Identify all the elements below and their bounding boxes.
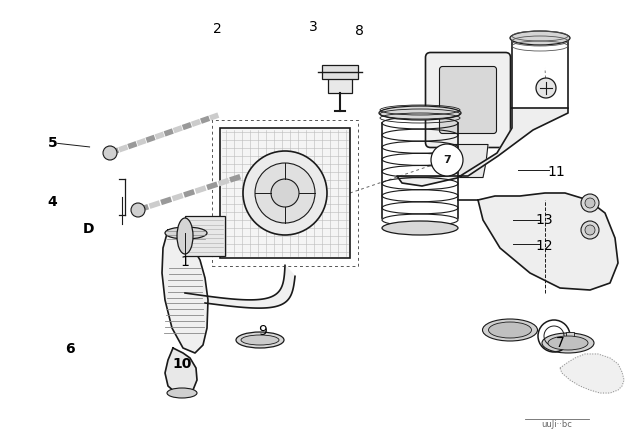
Polygon shape <box>560 354 624 393</box>
FancyBboxPatch shape <box>426 52 511 147</box>
Text: 1: 1 <box>180 255 189 269</box>
Text: 5: 5 <box>47 136 58 151</box>
Ellipse shape <box>167 388 197 398</box>
Circle shape <box>255 163 315 223</box>
Ellipse shape <box>542 333 594 353</box>
Polygon shape <box>478 193 618 290</box>
Circle shape <box>536 78 556 98</box>
Text: 2: 2 <box>213 22 222 36</box>
Ellipse shape <box>165 227 207 239</box>
Bar <box>322 65 358 79</box>
Text: 13: 13 <box>535 212 553 227</box>
Text: 9: 9 <box>258 323 267 338</box>
Bar <box>212 120 358 266</box>
Polygon shape <box>185 265 295 308</box>
Text: 11: 11 <box>548 165 566 180</box>
Circle shape <box>131 203 145 217</box>
Text: 8: 8 <box>355 24 364 39</box>
Polygon shape <box>165 348 197 394</box>
Ellipse shape <box>548 336 588 350</box>
Text: 7: 7 <box>443 155 451 165</box>
Circle shape <box>243 151 327 235</box>
Ellipse shape <box>382 221 458 235</box>
Circle shape <box>585 225 595 235</box>
Ellipse shape <box>379 106 461 120</box>
Text: 12: 12 <box>535 238 553 253</box>
Polygon shape <box>397 108 568 186</box>
Ellipse shape <box>177 218 193 254</box>
Bar <box>566 332 574 340</box>
Polygon shape <box>448 145 488 177</box>
FancyBboxPatch shape <box>440 66 497 134</box>
Circle shape <box>581 221 599 239</box>
Ellipse shape <box>488 322 531 338</box>
Circle shape <box>585 198 595 208</box>
Circle shape <box>431 144 463 176</box>
Polygon shape <box>162 230 208 353</box>
Text: 4: 4 <box>47 194 58 209</box>
Circle shape <box>581 194 599 212</box>
Text: uuJi··bc: uuJi··bc <box>541 420 572 429</box>
Circle shape <box>271 179 299 207</box>
Ellipse shape <box>483 319 538 341</box>
Text: 7: 7 <box>556 336 564 350</box>
Ellipse shape <box>510 31 570 45</box>
Circle shape <box>103 146 117 160</box>
Bar <box>328 75 352 93</box>
Bar <box>185 216 225 256</box>
Ellipse shape <box>241 335 279 345</box>
Text: 6: 6 <box>65 342 76 357</box>
Ellipse shape <box>236 332 284 348</box>
Text: D: D <box>83 222 94 237</box>
Bar <box>220 128 350 258</box>
Text: 3: 3 <box>309 20 318 34</box>
Text: 10: 10 <box>173 357 192 371</box>
